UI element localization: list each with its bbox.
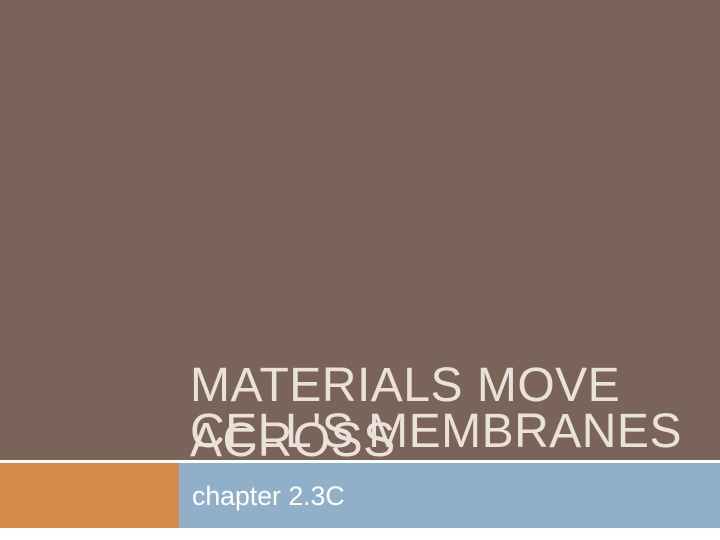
- slide-subtitle: chapter 2.3C: [192, 481, 345, 512]
- slide-title-line2: CELL'S MEMBRANES: [190, 404, 682, 459]
- slide: MATERIALS MOVE ACROSS CELL'S MEMBRANES c…: [0, 0, 720, 540]
- accent-block: [0, 463, 179, 528]
